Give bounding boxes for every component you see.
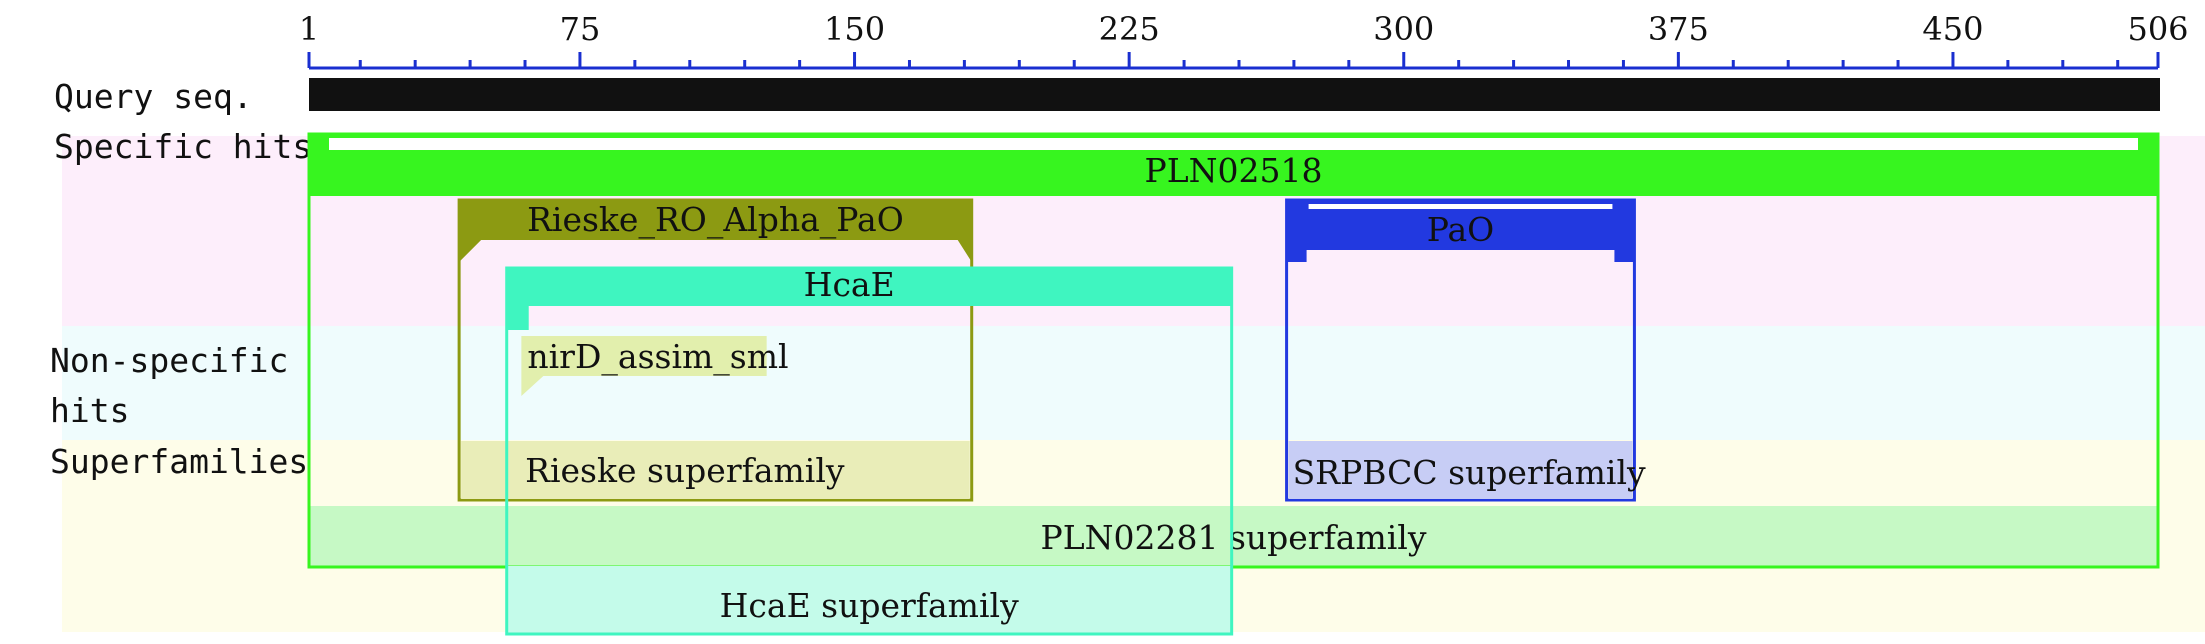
rieske-superfamily-box	[461, 441, 970, 499]
pao-inner-bar	[1308, 204, 1613, 209]
query-seq-bar	[309, 78, 2160, 111]
ruler-tick-label: 150	[824, 10, 885, 48]
srpbcc-superfamily-label: SRPBCC superfamily	[1293, 453, 1646, 492]
ruler-tick-label: 225	[1099, 10, 1160, 48]
domain-rieske-ro-alpha-pao[interactable]: Rieske_RO_Alpha_PaO	[457, 198, 974, 502]
rieske-superfamily-label: Rieske superfamily	[525, 451, 845, 490]
row-label-superfamilies: Superfamilies	[50, 442, 308, 481]
domain-hcae-superfamily[interactable]: HcaE superfamily	[506, 566, 1232, 634]
hcae-superfamily-box	[506, 566, 1232, 634]
domain-pln02518[interactable]: PLN02518	[307, 132, 2160, 569]
domain-srpbcc-superfamily[interactable]: SRPBCC superfamily	[1288, 441, 1646, 499]
nonspecific-hits-band	[62, 326, 2205, 440]
ruler-tick-label: 75	[560, 10, 601, 48]
domain-pln02281-superfamily[interactable]: PLN02281 superfamily	[309, 506, 2158, 566]
pln02518-inner-bar	[329, 138, 2138, 150]
domain-nird-assim-sml[interactable]: nirD_assim_sml	[521, 336, 789, 396]
row-label-query: Query seq.	[54, 77, 253, 116]
pln02281-superfamily-label: PLN02281 superfamily	[1040, 518, 1426, 557]
rieske-ro-alpha-pao-header	[459, 200, 972, 262]
ruler-tick-label: 1	[299, 10, 319, 48]
domain-pao[interactable]: PaO	[1285, 198, 1636, 502]
pao-label: PaO	[1427, 210, 1494, 249]
pao-header	[1286, 200, 1635, 262]
row-label-nonspecific-1: Non-specific	[50, 341, 288, 380]
domain-rieske-superfamily[interactable]: Rieske superfamily	[461, 441, 970, 499]
hcae-superfamily-label: HcaE superfamily	[720, 586, 1019, 625]
nird-assim-sml-label: nirD_assim_sml	[527, 337, 788, 377]
row-label-nonspecific-2: hits	[50, 391, 129, 430]
ruler-tick-label: 506	[2127, 10, 2188, 48]
ruler-tick-label: 450	[1922, 10, 1983, 48]
rieske-ro-alpha-pao-label: Rieske_RO_Alpha_PaO	[527, 200, 904, 240]
hcae-header	[506, 268, 1232, 330]
ruler-tick-label: 375	[1648, 10, 1709, 48]
ruler-tick-label: 300	[1373, 10, 1434, 48]
ruler: 1 75 150 225 300 375 450 506	[299, 10, 2189, 70]
srpbcc-superfamily-box	[1288, 441, 1633, 499]
pln02518-label: PLN02518	[1145, 151, 1323, 190]
pln02281-superfamily-box	[309, 506, 2158, 566]
domain-hcae[interactable]: HcaE	[505, 265, 1234, 636]
row-label-specific: Specific hits	[54, 127, 312, 166]
hcae-label: HcaE	[804, 265, 895, 304]
nird-assim-sml-shape	[521, 336, 767, 396]
